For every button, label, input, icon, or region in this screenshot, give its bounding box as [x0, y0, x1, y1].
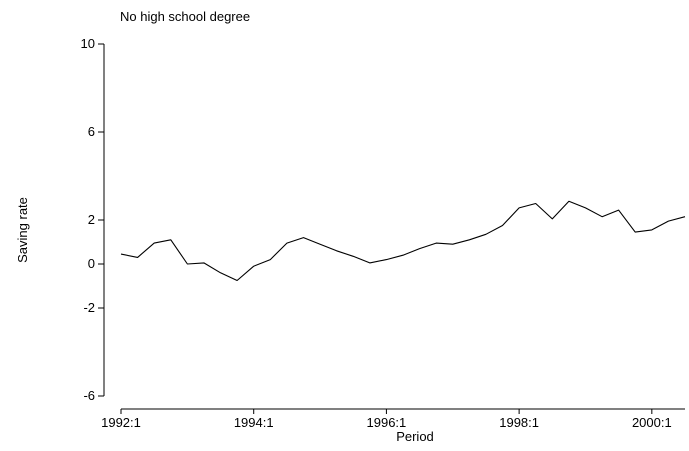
- series-lines: [121, 201, 685, 280]
- tick-marks: -6 -2 0 2 6 10 1992:1 1994:1 1996:1 1998:1 2000:1: [81, 36, 672, 430]
- x-axis-label: Period: [396, 429, 434, 444]
- x-tick-label: 1992:1: [101, 415, 141, 430]
- x-tick-label: 1998:1: [499, 415, 539, 430]
- chart-title: No high school degree: [120, 9, 250, 24]
- x-tick-label: 1994:1: [234, 415, 274, 430]
- y-tick-label: 0: [88, 256, 95, 271]
- x-tick-label: 2000:1: [632, 415, 672, 430]
- y-tick-label: 6: [88, 124, 95, 139]
- y-axis-label: Saving rate: [15, 197, 30, 263]
- y-tick-label: 2: [88, 212, 95, 227]
- axes: [104, 44, 685, 409]
- x-tick-label: 1996:1: [367, 415, 407, 430]
- y-tick-label: -6: [83, 388, 95, 403]
- y-tick-label: 10: [81, 36, 95, 51]
- series-line: [121, 201, 685, 280]
- y-tick-label: -2: [83, 300, 95, 315]
